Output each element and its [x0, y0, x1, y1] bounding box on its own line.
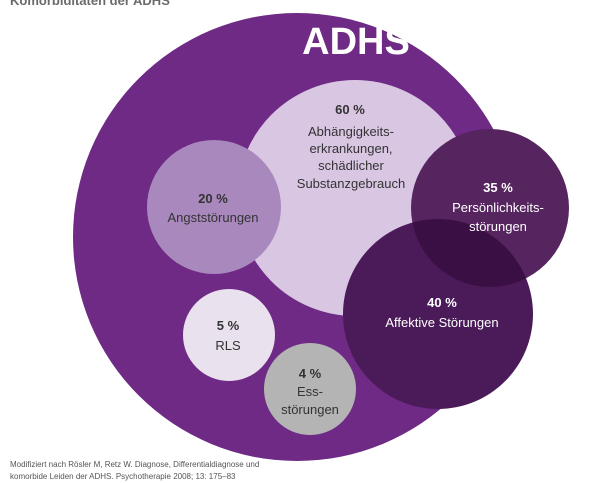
abhaengigkeit-label: 60 % Abhängigkeits- erkrankungen, schädl…: [297, 102, 405, 191]
abhaengigkeit-line-4: Substanzgebrauch: [297, 176, 405, 191]
angst-line-1: Angststörungen: [167, 210, 258, 225]
persoenlichkeit-affektiv-overlap: [411, 219, 533, 287]
abhaengigkeit-line-1: Abhängigkeits-: [308, 124, 394, 139]
rls-line-1: RLS: [215, 338, 241, 353]
persoenlichkeit-line-1: Persönlichkeits-: [452, 200, 544, 215]
affektiv-percent: 40 %: [427, 295, 457, 310]
page-title: Komorbiditäten der ADHS: [10, 0, 170, 8]
persoenlichkeit-line-2: störungen: [469, 219, 527, 234]
ess-line-2: störungen: [281, 402, 339, 417]
abhaengigkeit-line-2: erkrankungen,: [309, 141, 392, 156]
abhaengigkeit-percent: 60 %: [335, 102, 365, 117]
ess-label: 4 % Ess- störungen: [281, 366, 339, 417]
adhs-main-label: ADHS: [302, 21, 410, 63]
source-citation: Modifiziert nach Rösler M, Retz W. Diagn…: [10, 459, 259, 483]
ess-line-1: Ess-: [297, 384, 323, 399]
angst-label: 20 % Angststörungen: [167, 191, 258, 225]
abhaengigkeit-line-3: schädlicher: [318, 158, 384, 173]
citation-line-1: Modifiziert nach Rösler M, Retz W. Diagn…: [10, 460, 260, 469]
citation-line-2: komorbide Leiden der ADHS. Psychotherapi…: [10, 472, 236, 481]
ess-circle: [264, 343, 356, 435]
rls-label: 5 % RLS: [215, 318, 241, 353]
ess-percent: 4 %: [299, 366, 322, 381]
persoenlichkeit-percent: 35 %: [483, 180, 513, 195]
persoenlichkeit-label: 35 % Persönlichkeits- störungen: [452, 180, 544, 234]
angst-circle: [147, 140, 281, 274]
affektiv-label: 40 % Affektive Störungen: [385, 295, 498, 330]
rls-circle: [183, 289, 275, 381]
rls-percent: 5 %: [217, 318, 240, 333]
angst-percent: 20 %: [198, 191, 228, 206]
affektiv-line-1: Affektive Störungen: [385, 315, 498, 330]
